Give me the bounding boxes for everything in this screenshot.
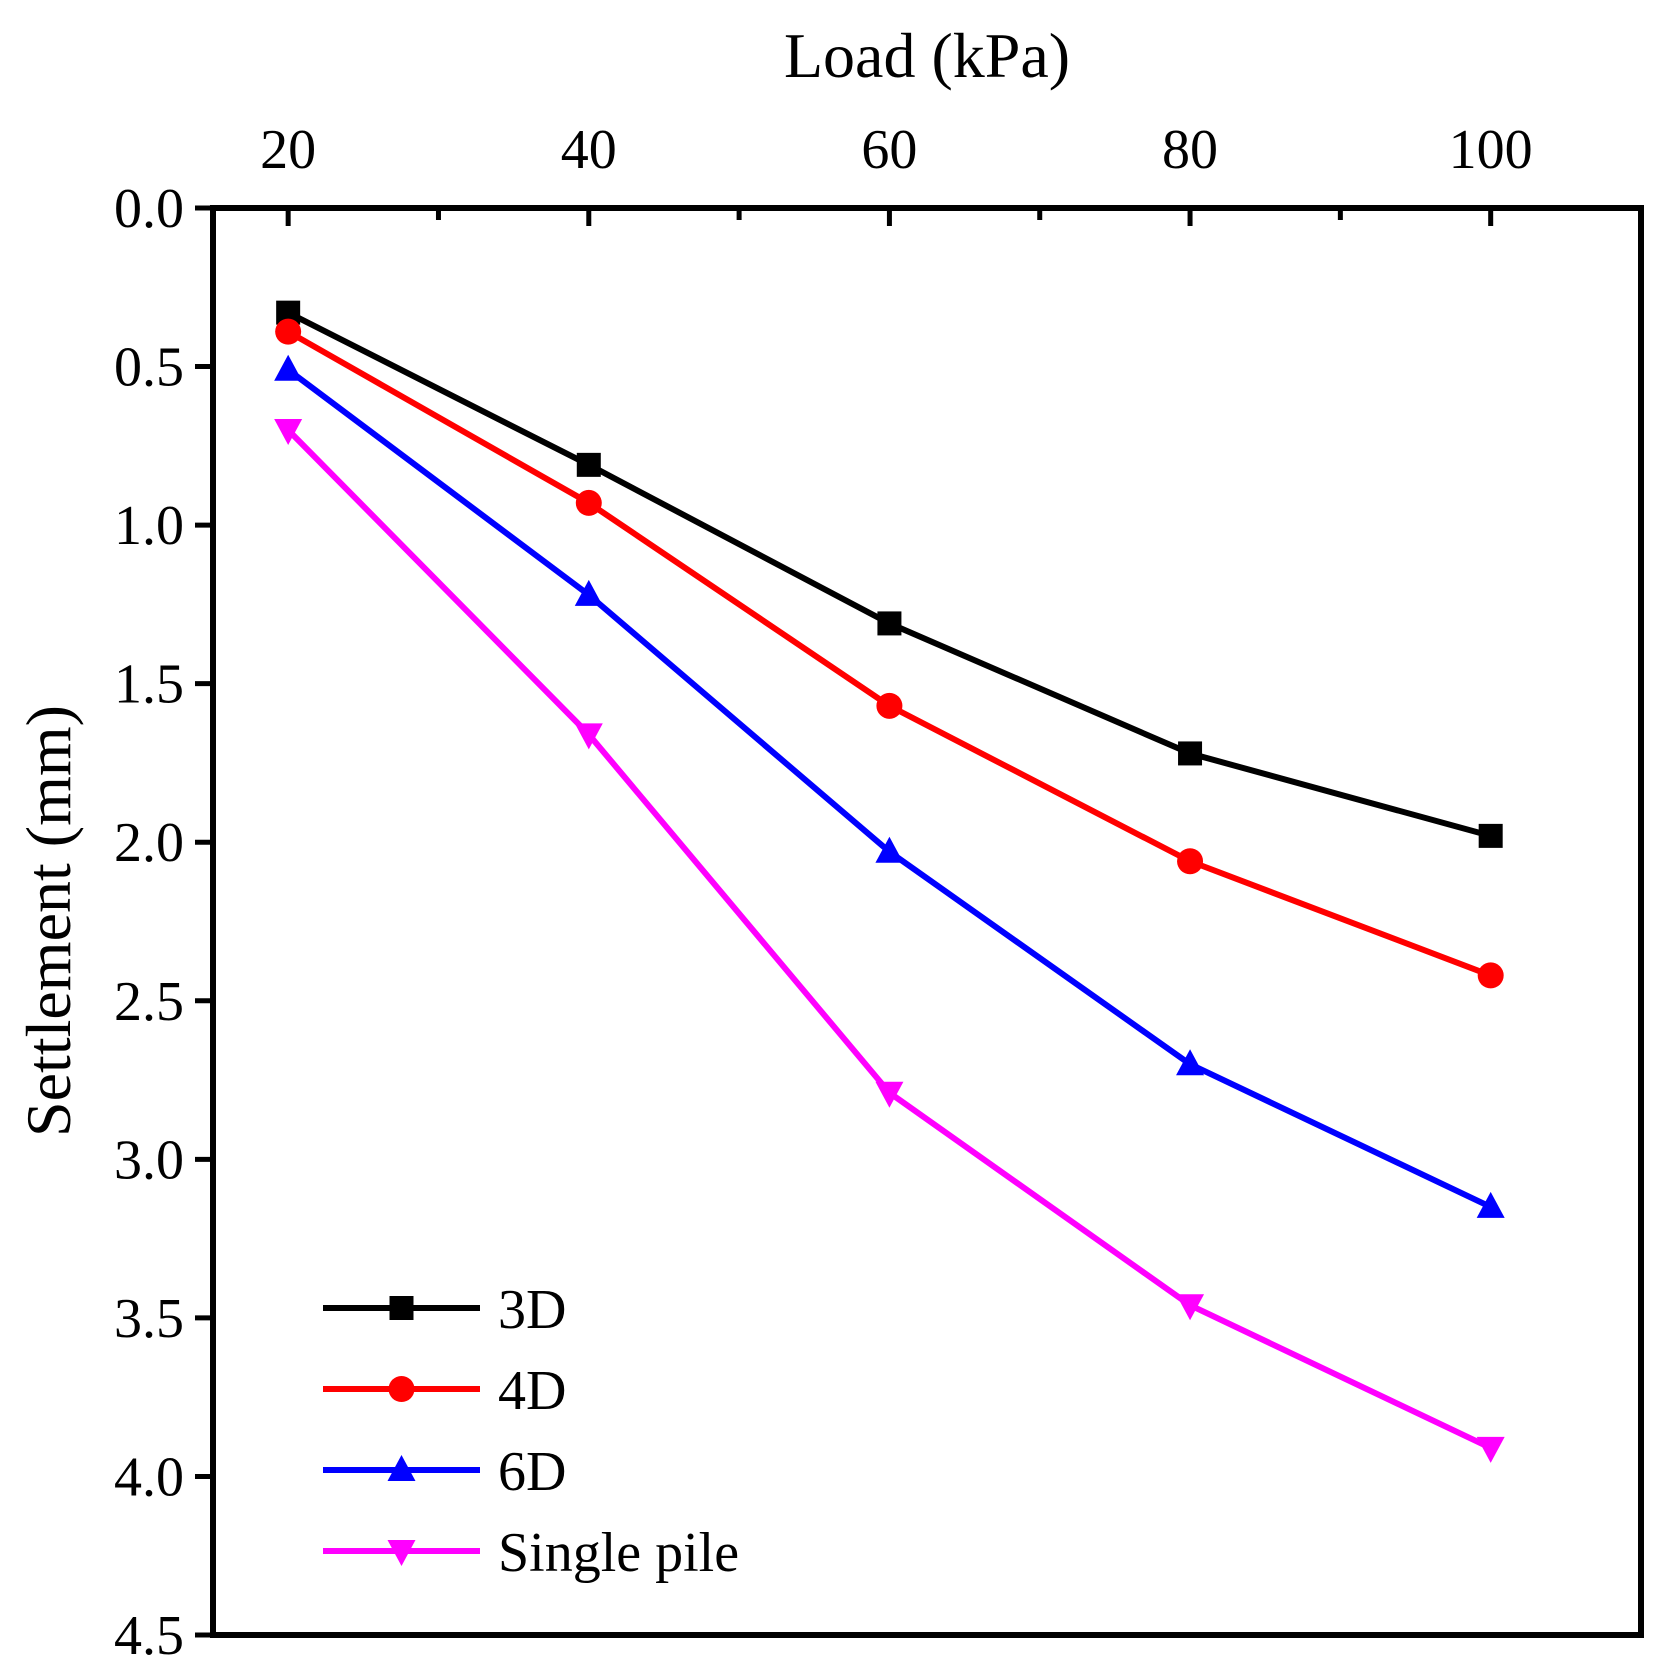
series-line [286,309,1492,839]
data-point [1477,962,1504,989]
legend-label: 3D [498,1279,566,1341]
y-tick-label: 2.5 [114,971,184,1033]
data-point [1176,1294,1205,1321]
data-point [877,611,902,636]
y-tick-label: 1.5 [114,654,184,716]
legend-marker [387,1540,416,1566]
plot-frame [210,205,1644,1638]
legend-label: 4D [498,1360,566,1422]
series-line [286,427,1492,1451]
series-3d [276,300,1503,848]
x-tick-label: 20 [260,119,316,181]
data-point [574,723,603,750]
x-tick-label: 60 [861,119,917,181]
data-point [1178,741,1203,766]
y-axis-title: Settlement (mm) [13,705,84,1137]
series-line [286,329,1492,979]
series-single-pile [274,418,1505,1463]
data-point [1177,848,1204,875]
legend-item: 4D [323,1360,566,1422]
x-tick-label: 40 [561,119,617,181]
legend-item: 3D [323,1279,566,1341]
data-point [575,489,602,516]
series-layer [274,300,1505,1463]
x-axis: 20 40 60 80 100 [260,119,1533,226]
legend-item: 6D [323,1441,566,1503]
y-tick-label: 3.5 [114,1288,184,1350]
x-axis-title: Load (kPa) [784,20,1070,91]
legend-item: Single pile [323,1522,739,1584]
y-tick-label: 1.0 [114,495,184,557]
data-point [1478,823,1503,848]
data-point [274,418,303,445]
data-point [875,836,904,863]
data-point [275,318,302,345]
y-tick-label: 0.5 [114,337,184,399]
data-point [574,579,603,606]
legend-label: 6D [498,1441,566,1503]
data-point [576,452,601,477]
legend-marker [389,1296,414,1320]
series-6d [274,354,1505,1218]
legend-marker [388,1376,415,1402]
legend-marker [387,1455,416,1481]
legend: 3D 4D 6D Single pile [323,1279,739,1584]
y-tick-label: 2.0 [114,812,184,874]
x-tick-label: 100 [1449,119,1533,181]
data-point [1176,1049,1205,1076]
series-4d [275,318,1504,989]
data-point [1476,1191,1505,1218]
legend-label: Single pile [498,1522,739,1584]
y-tick-label: 4.0 [114,1446,184,1508]
x-tick-label: 80 [1162,119,1218,181]
y-tick-label: 4.5 [114,1605,184,1667]
data-point [1476,1436,1505,1463]
data-point [274,354,303,381]
data-point [875,1081,904,1108]
y-tick-label: 3.0 [114,1129,184,1191]
data-point [876,692,903,719]
y-axis: 0.0 0.5 1.0 1.5 2.0 2.5 3.0 3.5 4.0 4.5 [114,178,213,1667]
y-tick-label: 0.0 [114,178,184,240]
